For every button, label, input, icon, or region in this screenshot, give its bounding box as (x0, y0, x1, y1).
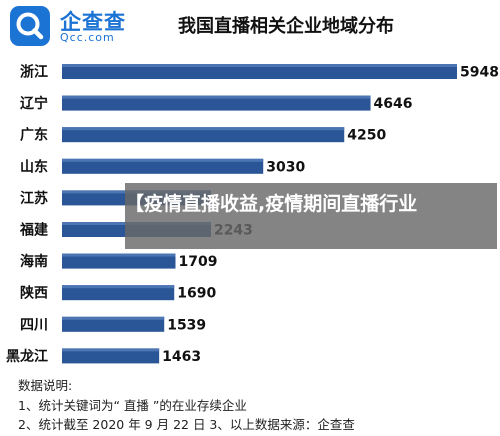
qcc-magnifier-logo-icon (10, 6, 50, 46)
category-label: 陕西 (20, 285, 48, 302)
bar-highlight (62, 127, 345, 131)
notes-line-2: 2、统计截至 2020 年 9 月 22 日 3、以上数据来源：企查查 (18, 417, 355, 432)
value-label: 1539 (167, 317, 206, 333)
value-label: 1709 (178, 254, 217, 270)
bar (62, 348, 160, 364)
brand-domain: Qcc.com (60, 31, 115, 44)
notes-line-1: 1、统计关键词为“ 直播 ”的在业存续企业 (18, 397, 247, 413)
category-label: 四川 (20, 317, 48, 333)
bar (62, 64, 457, 79)
category-label: 浙江 (20, 64, 48, 81)
value-label: 3030 (266, 159, 305, 175)
category-label: 黑龙江 (6, 348, 48, 365)
category-label: 辽宁 (20, 95, 48, 112)
header: 企查查 Qcc.com 我国直播相关企业地域分布 (0, 0, 500, 52)
bar (62, 285, 175, 301)
category-label: 福建 (19, 222, 48, 239)
category-label: 江苏 (20, 190, 48, 207)
bar (62, 316, 165, 332)
value-label: 4646 (374, 96, 413, 112)
bar (62, 127, 345, 143)
bar (62, 95, 371, 111)
value-label: 1690 (177, 286, 216, 302)
bar (62, 158, 264, 174)
bar-highlight (62, 316, 165, 320)
bar-highlight (62, 285, 175, 289)
bar-highlight (62, 253, 176, 257)
bar-highlight (62, 158, 264, 162)
bar-highlight (62, 64, 457, 67)
bar-chart: 浙江5948辽宁4646广东4250山东3030江苏福建2243海南1709陕西… (6, 64, 499, 365)
data-notes: 数据说明: 1、统计关键词为“ 直播 ”的在业存续企业 2、统计截至 2020 … (18, 376, 488, 435)
category-label: 广东 (20, 127, 48, 144)
value-label: 1463 (162, 349, 201, 365)
notes-heading: 数据说明: (18, 378, 73, 393)
headline-overlay-text: 【疫情直播收益,疫情期间直播行业 (125, 193, 418, 215)
bar-highlight (62, 348, 160, 352)
brand-name: 企查查 (60, 10, 126, 34)
value-label: 4250 (347, 128, 386, 144)
value-label: 5948 (460, 65, 499, 81)
chart-title: 我国直播相关企业地域分布 (178, 16, 394, 37)
category-label: 山东 (20, 158, 48, 175)
bar (62, 253, 176, 269)
category-label: 海南 (20, 253, 48, 270)
headline-overlay: 【疫情直播收益,疫情期间直播行业 (125, 183, 497, 249)
bar-highlight (62, 95, 371, 99)
